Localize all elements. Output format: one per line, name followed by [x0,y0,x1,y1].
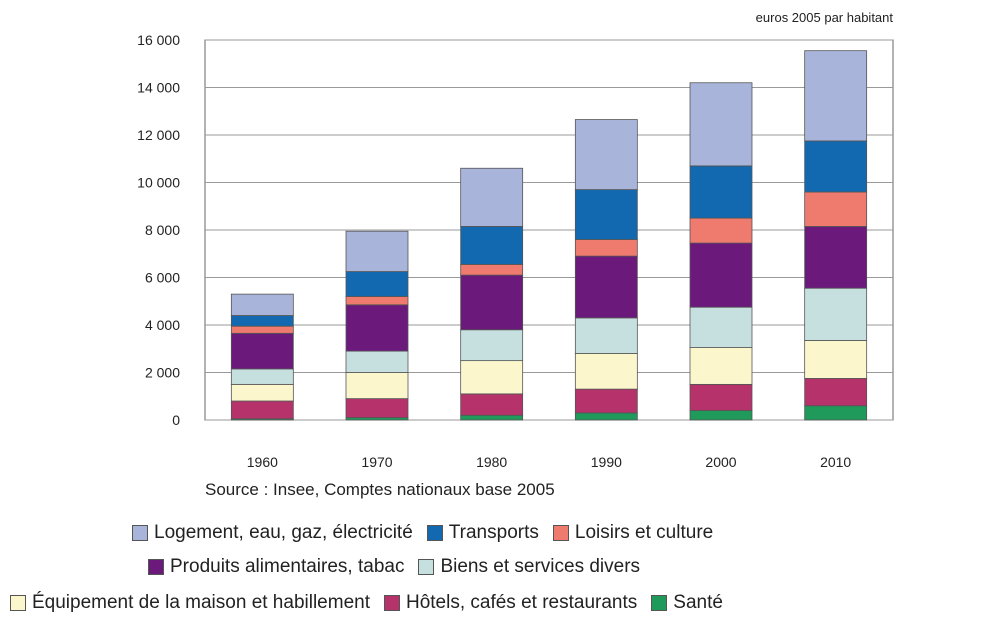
bar-segment [804,405,868,421]
bar-segment [574,353,638,390]
legend-swatch [10,595,26,611]
legend-item: Loisirs et culture [552,522,714,544]
bar-segment [804,287,868,341]
x-tick-label: 1980 [476,454,507,470]
legend-label: Biens et services divers [440,556,641,577]
bars [230,50,868,421]
bar-segment [689,217,753,244]
legend-label: Hôtels, cafés et restaurants [405,592,638,613]
y-tick-label: 8 000 [145,222,180,238]
bar-segment [689,410,753,421]
legend-label: Produits alimentaires, tabac [170,556,405,577]
legend-swatch [418,559,435,575]
bar-segment [689,306,753,348]
legend-label: Santé [673,592,723,613]
unit-label: euros 2005 par habitant [756,10,894,25]
bar-segment [804,226,868,289]
bar-segment [230,293,294,316]
bar-segment [574,189,638,240]
y-tick-label: 2 000 [145,365,180,381]
legend-swatch [148,559,164,575]
axes: 0 2 000 4 000 6 000 8 000 10 000 12 000 14 000 1… [137,32,851,470]
bar-segment [345,398,409,419]
gridlines [204,39,894,421]
bar-segment [230,332,294,370]
legend-label: Transports [448,522,539,543]
x-tick-label: 2000 [705,454,736,470]
bar-segment [689,165,753,219]
bar-segment [804,340,868,379]
bar-segment [804,191,868,227]
bar-segment [345,350,409,373]
bar-segment [460,414,524,421]
bar-segment [460,274,524,331]
bar-segment [345,372,409,400]
bar-segment [230,383,294,402]
legend-row: Logement, eau, gaz, électricité Transport… [132,522,727,544]
bar-segment [460,264,524,276]
source-note: Source : Insee, Comptes nationaux base 2… [205,480,555,499]
bar-segment [574,412,638,421]
bar-segment [804,50,868,142]
legend-label: Logement, eau, gaz, électricité [154,522,413,543]
x-tick-label: 1960 [247,454,278,470]
x-tick-label: 1990 [591,454,622,470]
legend-swatch [426,525,443,541]
bar-segment [804,378,868,407]
legend-swatch [383,595,400,611]
x-tick-label: 1970 [361,454,392,470]
bar-segment [804,140,868,193]
y-tick-label: 6 000 [145,270,180,286]
y-tick-label: 16 000 [137,32,180,48]
legend-item: Produits alimentaires, tabac [148,556,404,578]
y-tick-label: 0 [172,412,180,428]
legend-row: Produits alimentaires, tabac Biens et ser… [148,556,654,578]
legend-swatch [651,595,668,611]
bar-segment [574,239,638,257]
bar-segment [230,315,294,327]
legend-label: Équipement de la maison et habillement [32,592,370,613]
y-tick-label: 10 000 [137,175,180,191]
legend-item: Transports [426,522,539,544]
bar-segment [345,296,409,306]
bar-segment [460,393,524,416]
bar-segment [460,226,524,265]
bar-segment [460,167,524,227]
bar-segment [460,329,524,362]
bar-segment [574,317,638,354]
bar-segment [345,230,409,272]
x-tick-label: 2010 [820,454,851,470]
bar-segment [689,383,753,411]
legend-label: Loisirs et culture [574,522,714,543]
legend-swatch [132,525,148,541]
bar-segment [230,325,294,334]
bar-segment [689,242,753,308]
legend-item: Santé [651,592,723,614]
bar-segment [230,400,294,420]
bar-segment [345,304,409,352]
legend-item: Équipement de la maison et habillement [10,592,370,614]
bar-segment [574,388,638,414]
bar-segment [574,255,638,319]
bar-segment [689,347,753,385]
bar-segment [689,82,753,167]
bar-segment [230,368,294,385]
y-tick-label: 4 000 [145,317,180,333]
y-tick-label: 12 000 [137,127,180,143]
legend-row: Équipement de la maison et habillement Hô… [10,592,737,614]
y-tick-label: 14 000 [137,80,180,96]
legend-swatch [552,525,569,541]
legend-item: Logement, eau, gaz, électricité [132,522,413,544]
legend-item: Biens et services divers [418,556,640,578]
legend-item: Hôtels, cafés et restaurants [383,592,638,614]
bar-segment [460,360,524,395]
bar-segment [574,119,638,191]
bar-segment [345,271,409,297]
